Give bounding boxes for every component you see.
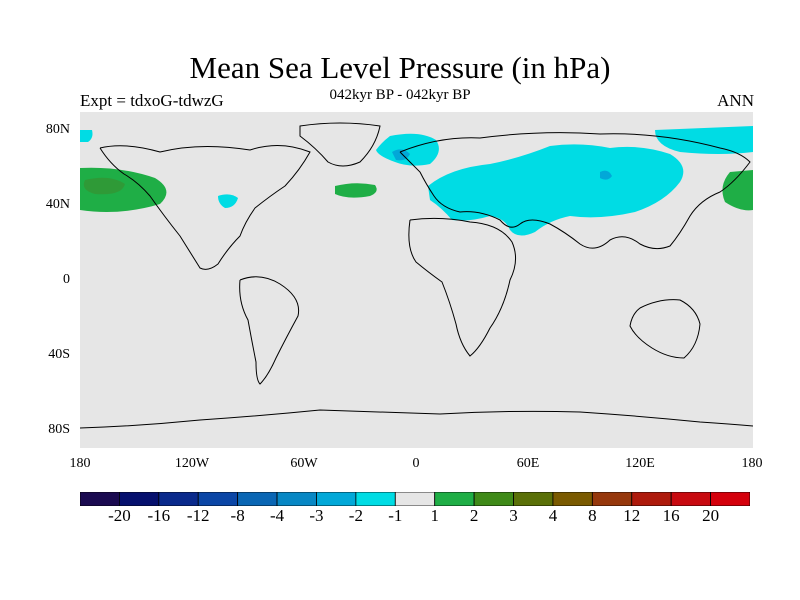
color-bar-label: 1 <box>430 506 439 525</box>
color-bar-swatch <box>591 492 633 506</box>
eurasia-negative <box>428 144 684 236</box>
map-panel <box>80 112 753 448</box>
lon-tick-120w: 120W <box>174 456 210 471</box>
season-label: ANN <box>717 91 754 110</box>
lon-tick-60w: 60W <box>290 456 318 471</box>
color-bar-swatch <box>355 492 396 506</box>
color-bar-label: 2 <box>469 506 479 525</box>
color-bar-label: 12 <box>623 506 641 525</box>
color-bar-swatch <box>276 492 317 506</box>
eurasia-coast <box>399 132 751 250</box>
color-bar-swatch <box>552 492 593 506</box>
lat-tick-80n: 80N <box>45 122 70 137</box>
color-bar-swatch <box>237 492 278 506</box>
color-bar-label: -20 <box>108 506 131 525</box>
lat-tick-80s: 80S <box>48 422 70 437</box>
lat-tick-eq: 0 <box>63 272 70 287</box>
color-bar-swatch <box>80 492 120 506</box>
color-bar-label: 16 <box>662 506 680 525</box>
color-bar-label: 4 <box>548 506 558 525</box>
australia-coast <box>629 299 701 359</box>
experiment-label: Expt = tdxoG-tdwzG <box>80 91 224 110</box>
color-bar-label: -2 <box>348 506 363 525</box>
color-bar-label: -3 <box>309 506 324 525</box>
color-bar-swatch <box>710 492 750 506</box>
negative-anomaly-shading <box>80 126 753 236</box>
color-bar-swatch <box>394 492 436 506</box>
color-bar-swatch <box>434 492 475 506</box>
lon-tick-120e: 120E <box>625 456 655 471</box>
color-bar <box>80 492 750 506</box>
color-bar-swatch <box>670 492 711 506</box>
map-title: Mean Sea Level Pressure (in hPa) <box>189 50 611 85</box>
color-bar-label: -12 <box>186 506 210 525</box>
north-pacific-core <box>83 177 125 195</box>
arctic-patch-west <box>80 130 93 142</box>
mid-atlantic-patch <box>218 194 238 208</box>
lon-tick-0: 0 <box>412 456 420 471</box>
north-america-coast <box>99 145 311 270</box>
color-bar-label: -16 <box>147 506 171 525</box>
lon-tick-180e: 180 <box>741 456 763 471</box>
color-bar-swatch <box>316 492 357 506</box>
coastlines <box>80 122 753 429</box>
color-bar-label: 20 <box>702 506 720 525</box>
lon-tick-60e: 60E <box>516 456 540 471</box>
color-bar-swatch <box>197 492 239 506</box>
lat-tick-40n: 40N <box>45 197 70 212</box>
color-bar-label: -4 <box>269 506 285 525</box>
antarctica-coast <box>80 409 753 429</box>
south-america-coast <box>239 276 300 385</box>
color-bar-swatch <box>119 492 160 506</box>
color-bar-swatch <box>631 492 672 506</box>
color-bar-swatch <box>473 492 514 506</box>
north-atlantic-positive <box>335 183 377 198</box>
greenland-coast <box>299 122 381 167</box>
color-bar-label: -1 <box>388 506 403 525</box>
color-bar-label: 8 <box>588 506 597 525</box>
arctic-strip-east <box>655 126 753 154</box>
color-bar-label: -8 <box>230 506 245 525</box>
period-label: 042kyr BP - 042kyr BP <box>329 87 471 103</box>
lon-tick-180w: 180 <box>69 456 91 471</box>
color-bar-swatch <box>513 492 554 506</box>
africa-coast <box>408 217 516 357</box>
color-bar-label: 3 <box>509 506 518 525</box>
color-bar-swatch <box>158 492 199 506</box>
north-pacific-positive-west <box>722 170 753 211</box>
lat-tick-40s: 40S <box>48 347 70 362</box>
